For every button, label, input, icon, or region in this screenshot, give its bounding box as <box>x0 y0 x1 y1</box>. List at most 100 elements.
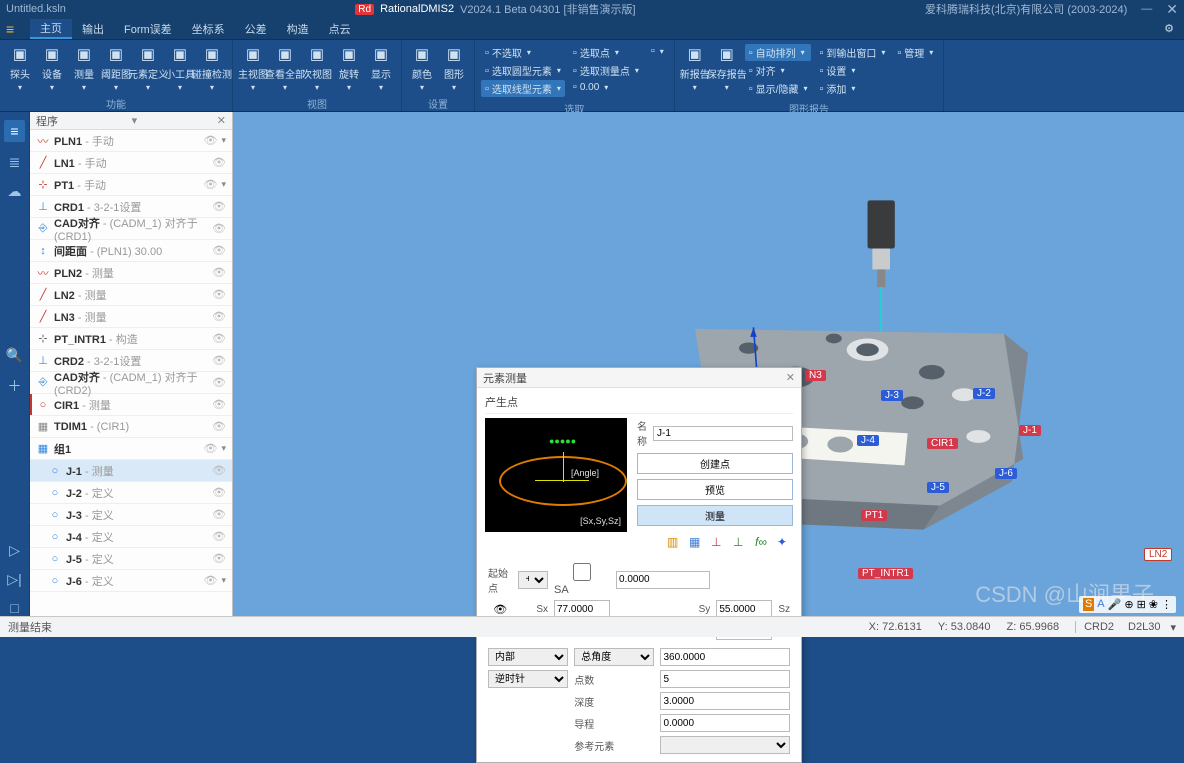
tool-icon-3[interactable]: ⊥ <box>711 535 727 551</box>
sa-checkbox[interactable] <box>554 563 610 581</box>
preview-button[interactable]: 预览 <box>637 479 793 500</box>
tree-item-5[interactable]: ↕间距面 - (PLN1) 30.00👁 <box>30 240 232 262</box>
tree-item-18[interactable]: ○J-4 - 定义👁 <box>30 526 232 548</box>
dialog-titlebar[interactable]: 元素测量 ✕ <box>477 368 801 388</box>
ribbon-stack-4-1-0[interactable]: ▫到输出窗口▾ <box>815 44 889 61</box>
ribbon-stack-4-0-0[interactable]: ▫自动排列▾ <box>745 44 812 61</box>
create-point-button[interactable]: 创建点 <box>637 453 793 474</box>
ribbon-0-4[interactable]: ▣元素定义▾ <box>134 44 162 92</box>
ribbon-stack-3-2-2[interactable]: ▫ ▾ <box>647 44 668 58</box>
tree-item-9[interactable]: ⊹PT_INTR1 - 构造👁 <box>30 328 232 350</box>
tool-icon-1[interactable]: ▥ <box>667 535 683 551</box>
ribbon-1-1[interactable]: ▣查看全部▾ <box>271 44 299 92</box>
pin-icon[interactable]: ▾ <box>132 114 138 127</box>
viewport-label-PT1[interactable]: PT1 <box>861 510 887 521</box>
inside-select[interactable]: 内部 <box>488 648 568 666</box>
tool-icon-4[interactable]: ⊥ <box>733 535 749 551</box>
angle-type-select[interactable]: 总角度 <box>574 648 654 666</box>
visibility-icon[interactable]: 👁 <box>204 574 218 587</box>
viewport-label-N3[interactable]: N3 <box>805 370 826 381</box>
visibility-icon[interactable]: 👁 <box>212 530 226 543</box>
rail-icon-4[interactable]: 🔍 <box>6 347 23 364</box>
dialog-close-icon[interactable]: ✕ <box>786 371 795 384</box>
visibility-icon[interactable]: 👁 <box>212 398 226 411</box>
menu-tab-2[interactable]: Form误差 <box>114 19 182 39</box>
ribbon-stack-4-1-1[interactable]: ▫设置▾ <box>815 62 889 79</box>
visibility-icon[interactable]: 👁 <box>212 310 226 323</box>
menu-tab-1[interactable]: 输出 <box>72 19 114 39</box>
ribbon-1-4[interactable]: ▣显示▾ <box>367 44 395 92</box>
tree-item-16[interactable]: ○J-2 - 定义👁 <box>30 482 232 504</box>
visibility-icon[interactable]: 👁 <box>212 486 226 499</box>
ccw-select[interactable]: 逆时针 <box>488 670 568 688</box>
rail-icon-0[interactable]: ≡ <box>4 120 24 142</box>
ribbon-0-3[interactable]: ▣阈距图▾ <box>102 44 130 92</box>
ribbon-stack-4-0-1[interactable]: ▫对齐▾ <box>745 62 812 79</box>
rail-icon-8[interactable]: ▷| <box>7 571 21 588</box>
points-input[interactable] <box>660 670 790 688</box>
ribbon-1-2[interactable]: ▣次视图▾ <box>303 44 331 92</box>
ribbon-stack-3-1-0[interactable]: ▫选取点▾ <box>569 44 643 61</box>
ribbon-0-5[interactable]: ▣小工具▾ <box>166 44 194 92</box>
sa-input[interactable] <box>616 571 710 589</box>
measure-button[interactable]: 测量 <box>637 505 793 526</box>
angle-input[interactable] <box>660 648 790 666</box>
name-input[interactable] <box>653 426 793 441</box>
tree-item-6[interactable]: 〰PLN2 - 测量👁 <box>30 262 232 284</box>
ribbon-0-6[interactable]: ▣碰撞检测▾ <box>198 44 226 92</box>
viewport-3d[interactable]: N3J-3J-2J-1J-4CIR1J-6J-5PT1LN2PT_INTR1 元… <box>233 112 1184 616</box>
visibility-icon[interactable]: 👁 <box>212 354 226 367</box>
viewport-label-J-3[interactable]: J-3 <box>881 390 903 401</box>
viewport-label-J-4[interactable]: J-4 <box>857 435 879 446</box>
tree-item-13[interactable]: ▦TDIM1 - (CIR1)👁 <box>30 416 232 438</box>
expand-icon[interactable]: ▾ <box>1170 621 1176 634</box>
ribbon-stack-3-0-1[interactable]: ▫选取圆型元素▾ <box>481 62 565 79</box>
viewport-label-CIR1[interactable]: CIR1 <box>927 438 958 449</box>
menu-tab-6[interactable]: 点云 <box>319 19 361 39</box>
settings-icon[interactable]: ⚙ <box>1164 22 1174 35</box>
tree-item-0[interactable]: 〰PLN1 - 手动👁▾ <box>30 130 232 152</box>
menu-tab-0[interactable]: 主页 <box>30 19 72 39</box>
menu-tab-3[interactable]: 坐标系 <box>182 19 235 39</box>
tree-item-15[interactable]: ○J-1 - 测量👁 <box>30 460 232 482</box>
ribbon-4-0[interactable]: ▣新报告▾ <box>681 44 709 92</box>
ribbon-stack-3-1-1[interactable]: ▫选取测量点▾ <box>569 62 643 79</box>
menu-tab-5[interactable]: 构造 <box>277 19 319 39</box>
viewport-label-J-6[interactable]: J-6 <box>995 468 1017 479</box>
lead-input[interactable] <box>660 714 790 732</box>
visibility-icon[interactable]: 👁 <box>212 266 226 279</box>
ribbon-2-1[interactable]: ▣图形▾ <box>440 44 468 92</box>
tool-icon-2[interactable]: ▦ <box>689 535 705 551</box>
tree-item-7[interactable]: ╱LN2 - 测量👁 <box>30 284 232 306</box>
ribbon-4-1[interactable]: ▣保存报告▾ <box>713 44 741 92</box>
ribbon-stack-3-0-2[interactable]: ▫选取线型元素▾ <box>481 80 565 97</box>
rail-icon-5[interactable]: ＋ <box>8 376 22 396</box>
tree-item-17[interactable]: ○J-3 - 定义👁 <box>30 504 232 526</box>
ribbon-0-1[interactable]: ▣设备▾ <box>38 44 66 92</box>
viewport-label-LN2[interactable]: LN2 <box>1144 548 1172 561</box>
ref-select[interactable] <box>660 736 790 754</box>
visibility-icon[interactable]: 👁 <box>212 244 226 257</box>
close-icon[interactable]: ✕ <box>1166 1 1178 18</box>
tree-item-8[interactable]: ╱LN3 - 测量👁 <box>30 306 232 328</box>
tool-icon-5[interactable]: f∞ <box>755 535 771 551</box>
visibility-icon[interactable]: 👁 <box>204 442 218 455</box>
ribbon-stack-3-0-0[interactable]: ▫不选取▾ <box>481 44 565 61</box>
ribbon-1-0[interactable]: ▣主视图▾ <box>239 44 267 92</box>
visibility-icon[interactable]: 👁 <box>212 288 226 301</box>
tree-item-11[interactable]: ⎆CAD对齐 - (CADM_1) 对齐于 (CRD2)👁 <box>30 372 232 394</box>
visibility-icon[interactable]: 👁 <box>212 464 226 477</box>
ribbon-0-0[interactable]: ▣探头▾ <box>6 44 34 92</box>
ribbon-1-3[interactable]: ▣旋转▾ <box>335 44 363 92</box>
viewport-label-J-2[interactable]: J-2 <box>973 388 995 399</box>
visibility-icon[interactable]: 👁 <box>212 552 226 565</box>
tree-item-1[interactable]: ╱LN1 - 手动👁 <box>30 152 232 174</box>
ribbon-0-2[interactable]: ▣测量▾ <box>70 44 98 92</box>
hamburger-icon[interactable]: ≡ <box>6 21 22 37</box>
visibility-icon[interactable]: 👁 <box>212 156 226 169</box>
status-crd[interactable]: CRD2 <box>1075 621 1114 633</box>
viewport-label-J-1[interactable]: J-1 <box>1019 425 1041 436</box>
ribbon-2-0[interactable]: ▣颜色▾ <box>408 44 436 92</box>
tree-item-19[interactable]: ○J-5 - 定义👁 <box>30 548 232 570</box>
start-dir-select[interactable]: +X <box>518 571 548 589</box>
